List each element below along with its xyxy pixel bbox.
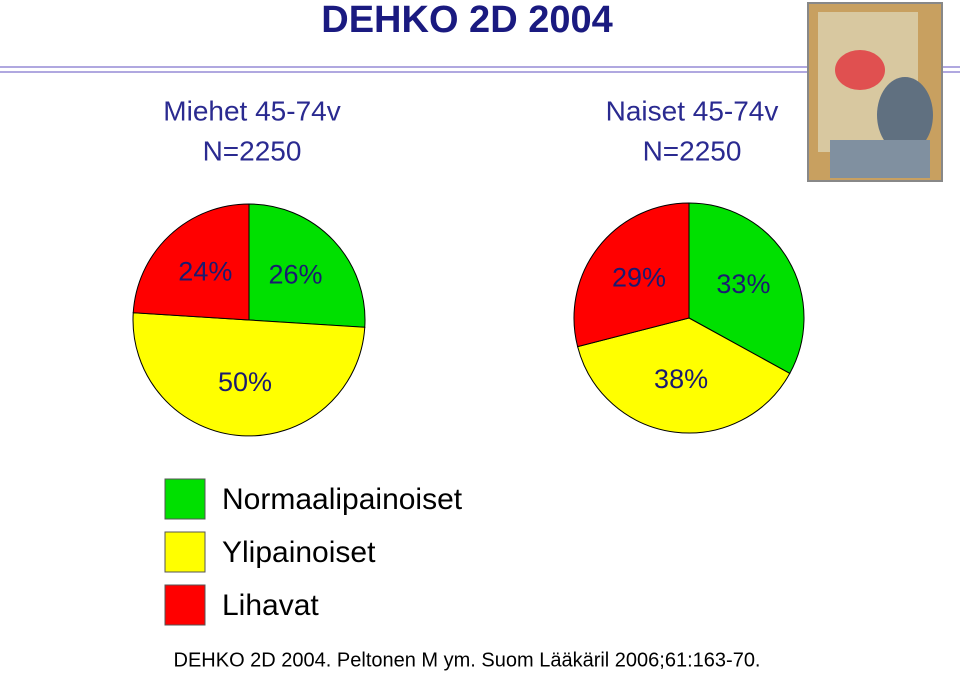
- pie-title: Miehet 45-74v: [163, 95, 340, 126]
- footer: DEHKO 2D 2004. Peltonen M ym. Suom Lääkä…: [174, 649, 761, 671]
- pie-title: Naiset 45-74v: [606, 95, 779, 126]
- slice-label: 26%: [268, 259, 322, 289]
- pie-subtitle: N=2250: [203, 135, 302, 166]
- pie-slice: [688, 202, 805, 375]
- pie-slice: [132, 203, 250, 321]
- pie-slice: [577, 317, 791, 434]
- pie-slice: [573, 202, 690, 348]
- legend-label: Ylipainoiset: [222, 536, 376, 569]
- slice-label: 50%: [218, 367, 272, 397]
- painting: [807, 2, 943, 182]
- slice-label: 38%: [654, 364, 708, 394]
- slide-title: DEHKO 2D 2004: [321, 0, 612, 41]
- pie-subtitle: N=2250: [643, 135, 742, 166]
- legend-label: Normaalipainoiset: [222, 483, 463, 516]
- legend-swatch: [164, 584, 206, 626]
- legend-swatch: [164, 478, 206, 520]
- slice-label: 24%: [178, 257, 232, 287]
- pie-slice: [248, 203, 366, 328]
- legend-label: Lihavat: [222, 589, 319, 622]
- slice-label: 29%: [612, 262, 666, 292]
- legend-swatch: [164, 531, 206, 573]
- slice-label: 33%: [716, 269, 770, 299]
- pie-slice: [132, 312, 366, 437]
